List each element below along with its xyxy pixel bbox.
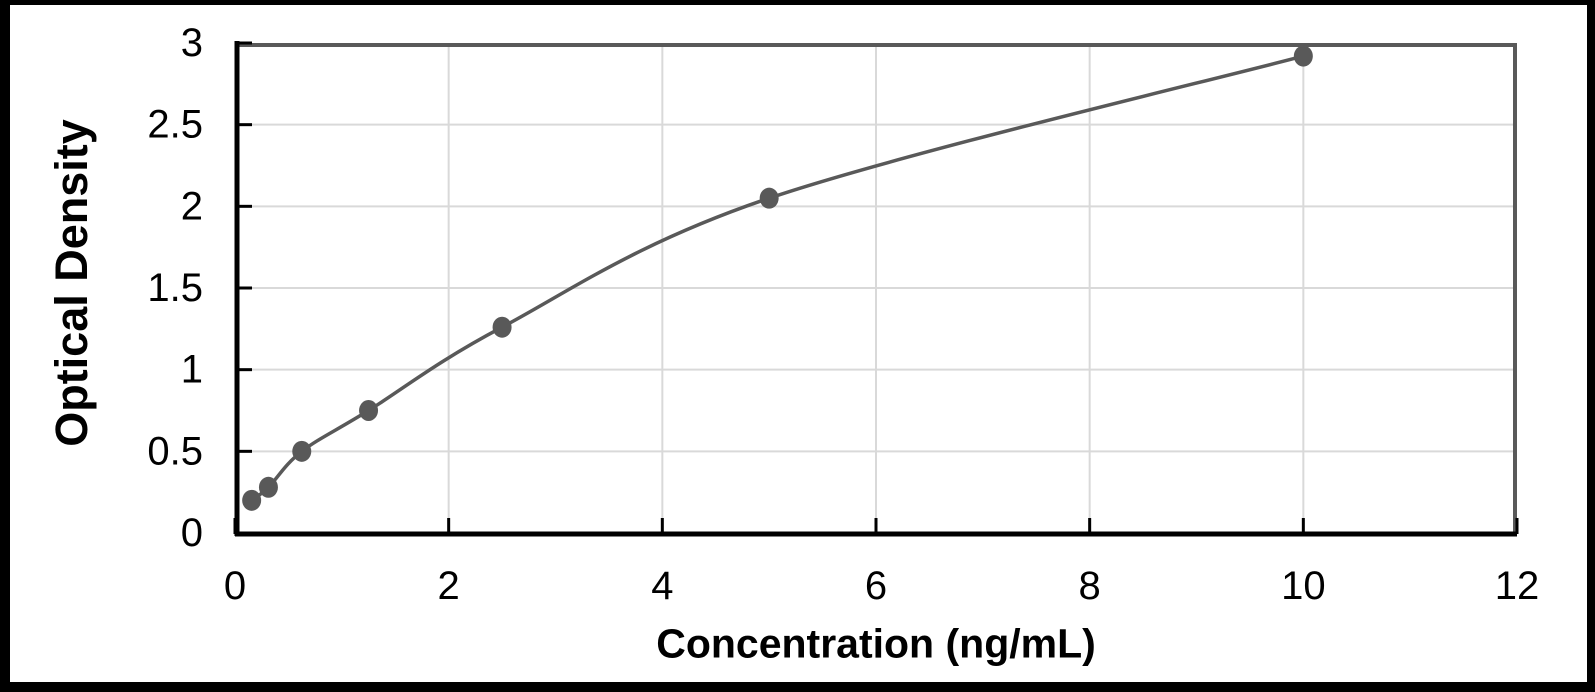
y-tick-label: 3 [181,21,203,65]
x-axis-title: Concentration (ng/mL) [656,620,1096,667]
y-tick-label: 0.5 [147,429,203,473]
x-tick-label: 2 [438,564,460,608]
x-tick-label: 4 [651,564,673,608]
data-point-marker [242,489,262,511]
data-point-marker [492,316,512,338]
data-point-marker [1293,45,1313,67]
x-tick-label: 12 [1495,564,1540,608]
data-point-marker [359,400,379,421]
fitted-curve [250,54,1304,502]
x-tick-label: 0 [224,564,246,608]
data-point-marker [759,187,779,209]
y-tick-label: 2.5 [147,103,203,147]
y-tick-label: 1.5 [147,266,203,310]
y-tick-label: 2 [181,184,203,228]
y-tick-label: 1 [181,348,203,392]
data-point-marker [258,476,278,498]
y-tick-label: 0 [181,511,203,555]
data-point-marker [292,440,312,462]
x-tick-label: 10 [1281,564,1326,608]
x-tick-label: 6 [865,564,887,608]
x-tick-label: 8 [1079,564,1101,608]
y-axis-title: Optical Density [46,119,97,447]
